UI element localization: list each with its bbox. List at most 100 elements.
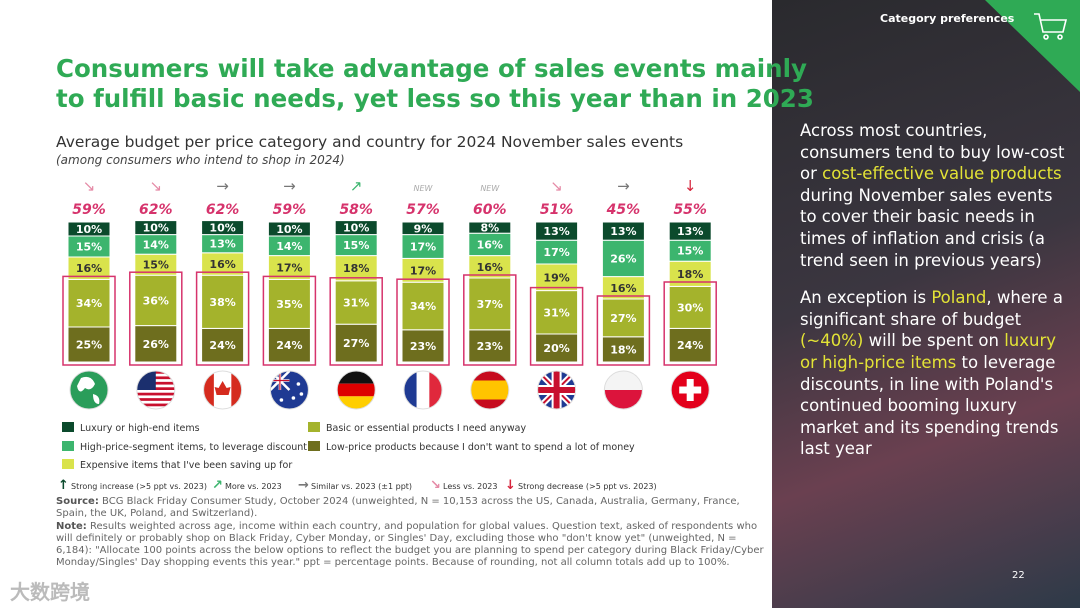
bar-segment [334, 220, 378, 236]
bar-label: 38% [209, 296, 235, 309]
bar-label: 31% [343, 297, 369, 310]
flag-outline [537, 370, 577, 410]
title-line: Consumers will take advantage of sales e… [56, 54, 807, 83]
body-text: Across most countries, consumers tend to… [800, 121, 1065, 184]
sidebar-text: Across most countries, consumers tend to… [800, 120, 1065, 476]
body-text: during November sales events to cover th… [800, 185, 1053, 270]
flag-part [537, 387, 576, 393]
flag-outline [403, 370, 443, 410]
bar-label: 16% [610, 282, 636, 295]
bar-segment [334, 323, 378, 363]
flag-outline [670, 370, 710, 410]
bar-label: 17% [543, 246, 569, 259]
flag-outline [203, 370, 243, 410]
cart-icon [1034, 13, 1068, 40]
trend-indicator: → [617, 177, 630, 195]
flag [470, 371, 509, 409]
bar-label: 10% [76, 223, 102, 236]
flag-part [337, 371, 376, 384]
bar-label: 15% [76, 241, 102, 254]
bar-label: 10% [343, 222, 369, 235]
trend-legend-label: Strong increase (>5 ppt vs. 2023) [71, 482, 207, 491]
legend-swatch [62, 441, 74, 451]
bar-segment [67, 278, 111, 328]
trend-indicator: NEW [480, 184, 500, 193]
flag-part [136, 392, 175, 396]
flag-outline [470, 370, 510, 410]
bar-label: 25% [76, 339, 102, 352]
highlight-box [195, 271, 250, 366]
flag [604, 371, 643, 409]
bar-label: 34% [410, 300, 436, 313]
highlight-label: 45% [606, 202, 641, 218]
bar-label: 27% [343, 337, 369, 350]
highlight-text: luxury or high-price items [800, 331, 1056, 372]
flag-part [604, 371, 643, 390]
flag [671, 371, 710, 409]
trend-legend-label: Similar vs. 2023 (±1 ppt) [311, 482, 412, 491]
bar-label: 16% [209, 258, 235, 271]
bar-label: 35% [276, 298, 302, 311]
highlight-text: (~40%) [800, 331, 864, 351]
sidebar-paragraph: Across most countries, consumers tend to… [800, 120, 1065, 271]
flag-outline [269, 370, 309, 410]
flag-part [299, 392, 304, 396]
bar-segment [535, 263, 579, 292]
highlight-label: 62% [206, 202, 240, 218]
legend-label: Expensive items that I've been saving up… [80, 460, 292, 471]
title-line: to fulfill basic needs, yet less so this… [56, 84, 814, 113]
highlight-label: 62% [139, 202, 173, 218]
highlight-text: Poland [931, 288, 987, 308]
flag-part [231, 371, 242, 409]
highlight-label: 59% [72, 202, 106, 218]
note-label: Note: [56, 520, 87, 532]
bar-label: 34% [76, 297, 102, 310]
flag [203, 371, 242, 409]
flag-outline [336, 370, 376, 410]
highlight-label: 60% [473, 202, 507, 218]
bar-label: 13% [610, 225, 636, 238]
body-text: will be spent on [863, 331, 1005, 351]
bar-label: 18% [610, 343, 636, 356]
bar-label: 14% [143, 238, 169, 251]
source-label: Source: [56, 496, 99, 507]
bar-label: 16% [76, 262, 102, 275]
trend-indicator: ↓ [684, 177, 697, 195]
flag-part [604, 390, 643, 409]
bar-segment [201, 274, 245, 329]
body-text: , where a significant share of budget [800, 288, 1063, 329]
bar-label: 26% [143, 338, 169, 351]
bar-label: 24% [276, 339, 302, 352]
flag-part [77, 376, 100, 404]
flag [70, 371, 108, 409]
trend-legend-symbol: ↘ [430, 478, 441, 493]
flag [537, 371, 576, 409]
legend-swatch [62, 422, 74, 432]
flag-outline [69, 370, 109, 410]
bar-segment [201, 327, 245, 363]
footnotes: Source: BCG Black Friday Consumer Study,… [56, 496, 768, 570]
highlight-label: 59% [273, 202, 307, 218]
chart-subtitle: (among consumers who intend to shop in 2… [56, 153, 345, 167]
trend-indicator: ↘ [83, 177, 96, 195]
bar-label: 16% [477, 238, 503, 251]
flag-part [296, 382, 301, 386]
flag-part [404, 371, 417, 409]
bar-segment [67, 221, 111, 237]
highlight-box [129, 271, 183, 366]
trend-legend-label: Less vs. 2023 [443, 482, 497, 491]
trend-indicator: → [216, 177, 229, 195]
bar-segment [468, 221, 512, 234]
bar-segment [401, 281, 445, 331]
trend-indicator: → [283, 177, 296, 195]
watermark: 大数跨境 [10, 580, 90, 604]
page-number: 22 [1012, 570, 1025, 581]
bar-segment [267, 278, 311, 329]
trend-indicator: ↘ [150, 177, 163, 195]
chart-title: Average budget per price category and co… [56, 133, 684, 151]
bar-segment [468, 277, 512, 331]
bar-segment [601, 221, 645, 241]
trend-legend-label: Strong decrease (>5 ppt vs. 2023) [518, 482, 657, 491]
bar-segment [668, 327, 712, 363]
